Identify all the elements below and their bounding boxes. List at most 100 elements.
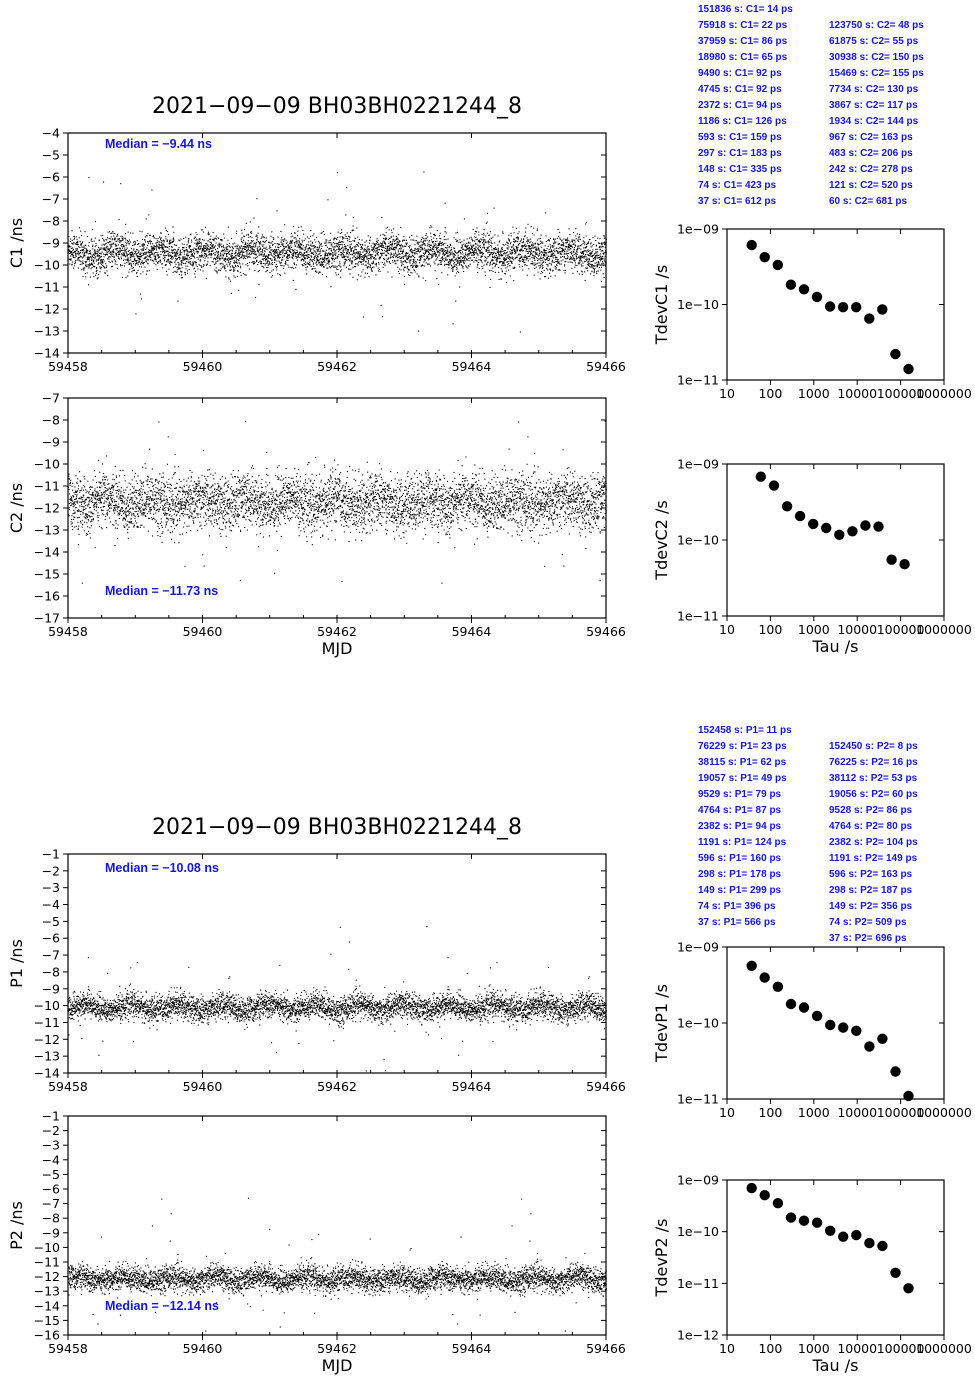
data-point xyxy=(293,262,295,264)
data-point xyxy=(565,253,567,255)
data-point xyxy=(305,261,307,263)
data-point xyxy=(463,218,465,220)
data-point xyxy=(251,247,253,249)
data-point xyxy=(435,243,437,245)
data-point xyxy=(581,244,583,246)
data-point xyxy=(111,265,113,267)
data-point xyxy=(472,253,474,255)
data-point xyxy=(522,241,524,243)
data-point xyxy=(514,241,516,243)
data-point xyxy=(570,251,572,253)
data-point xyxy=(173,231,175,233)
data-point xyxy=(70,246,72,248)
data-point xyxy=(71,254,73,256)
data-point xyxy=(330,232,332,234)
data-point xyxy=(308,248,310,250)
data-point xyxy=(70,252,72,254)
data-point xyxy=(304,257,306,259)
data-point xyxy=(460,242,462,244)
data-point xyxy=(110,241,112,243)
data-point xyxy=(235,257,237,259)
data-point xyxy=(533,257,535,259)
data-point xyxy=(127,250,129,252)
data-point xyxy=(97,254,99,256)
data-point xyxy=(149,234,151,236)
data-point xyxy=(546,257,548,259)
data-point xyxy=(436,258,438,260)
data-point xyxy=(382,252,384,254)
data-point xyxy=(402,239,404,241)
data-point xyxy=(489,263,491,265)
data-point xyxy=(301,244,303,246)
data-point xyxy=(300,254,302,256)
data-point xyxy=(194,242,196,244)
data-point xyxy=(276,265,278,267)
data-point xyxy=(580,255,582,257)
data-point xyxy=(564,264,566,266)
data-point xyxy=(102,262,104,264)
data-point xyxy=(434,270,436,272)
data-point xyxy=(499,257,501,259)
data-point xyxy=(293,251,295,253)
data-point xyxy=(267,256,269,258)
data-point xyxy=(78,227,80,229)
data-point xyxy=(145,260,147,262)
data-point xyxy=(366,248,368,250)
data-point xyxy=(495,253,497,255)
data-point xyxy=(310,229,312,231)
data-point xyxy=(550,264,552,266)
data-point xyxy=(493,256,495,258)
data-point xyxy=(116,254,118,256)
data-point xyxy=(255,296,257,298)
data-point xyxy=(246,247,248,249)
data-point xyxy=(548,260,550,262)
data-point xyxy=(89,256,91,258)
data-point xyxy=(557,269,559,271)
data-point xyxy=(584,255,586,257)
data-point xyxy=(298,254,300,256)
data-point xyxy=(186,253,188,255)
data-point xyxy=(344,249,346,251)
data-point xyxy=(439,263,441,265)
data-point xyxy=(482,267,484,269)
data-point xyxy=(313,262,315,264)
data-point xyxy=(478,245,480,247)
data-point xyxy=(127,231,129,233)
data-point xyxy=(109,252,111,254)
data-point xyxy=(306,257,308,259)
data-point xyxy=(427,263,429,265)
data-point xyxy=(343,261,345,263)
data-point xyxy=(123,245,125,247)
data-point xyxy=(468,241,470,243)
data-point xyxy=(548,238,550,240)
data-point xyxy=(345,246,347,248)
data-point xyxy=(134,264,136,266)
data-point xyxy=(98,258,100,260)
data-point xyxy=(422,264,424,266)
data-point xyxy=(140,248,142,250)
data-point xyxy=(186,244,188,246)
data-point xyxy=(283,253,285,255)
data-point xyxy=(377,267,379,269)
data-point xyxy=(333,237,335,239)
data-point xyxy=(129,257,131,259)
data-point xyxy=(354,249,356,251)
data-point xyxy=(262,262,264,264)
data-point xyxy=(299,243,301,245)
data-point xyxy=(413,239,415,241)
data-point xyxy=(413,268,415,270)
data-point xyxy=(197,251,199,253)
data-point xyxy=(228,252,230,254)
data-point xyxy=(351,261,353,263)
data-point xyxy=(238,255,240,257)
data-point xyxy=(389,237,391,239)
data-point xyxy=(68,253,70,255)
data-point xyxy=(227,248,229,250)
data-point xyxy=(406,242,408,244)
data-point xyxy=(572,257,574,259)
data-point xyxy=(213,247,215,249)
data-point xyxy=(450,244,452,246)
data-point xyxy=(331,265,333,267)
data-point xyxy=(572,259,574,261)
data-point xyxy=(490,242,492,244)
